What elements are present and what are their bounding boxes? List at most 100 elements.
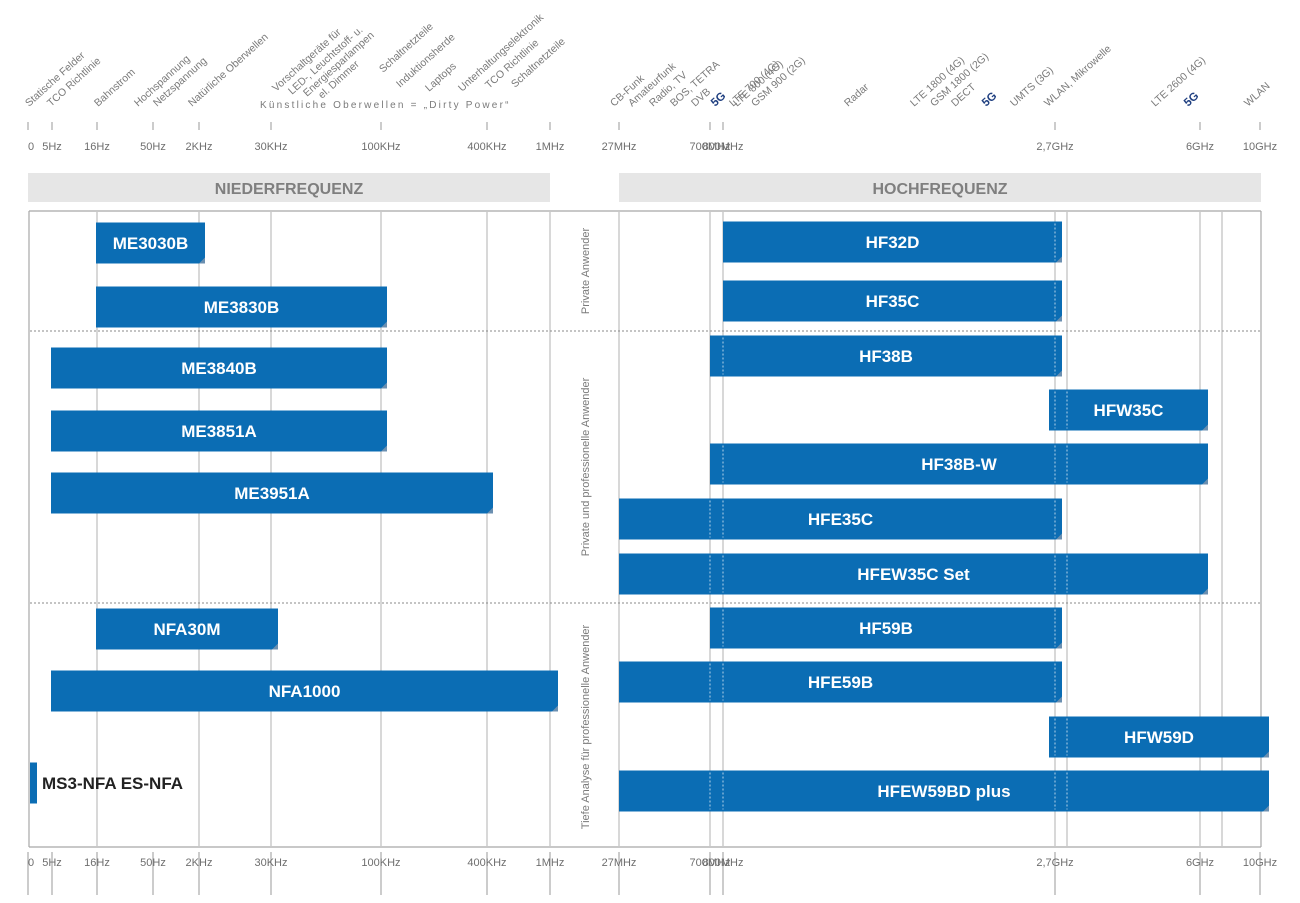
bar-fold-corner [1056,256,1062,263]
group-label-tiefe-analyse-f-r-professionelle-anwender: Tiefe Analyse für professionelle Anwende… [580,624,592,829]
bottom-tick-2-7ghz: 2,7GHz [1036,857,1073,869]
product-bar-me3840b[interactable]: ME3840B [51,347,387,389]
bar-fold-corner [1202,478,1208,485]
product-bar-hf35c[interactable]: HF35C [723,280,1062,322]
top-tick-10ghz: 10GHz [1243,141,1277,153]
bottom-tick-800mhz: 800MHz [703,857,744,869]
product-bar-hf32d[interactable]: HF32D [723,221,1062,263]
product-bar-nfa30m[interactable]: NFA30M [96,608,278,650]
bar-fold-corner [1202,424,1208,431]
bar-fold-corner [1202,588,1208,595]
top-tick-30khz: 30KHz [254,141,287,153]
bar-rect [51,472,493,514]
bar-fold-corner [1056,315,1062,322]
bar-rect [619,498,1062,540]
bar-rect [1049,389,1208,431]
annotation-5g: 5G [1182,90,1201,109]
top-tick-100khz: 100KHz [361,141,400,153]
bar-label-nfa30m: NFA30M [153,620,220,639]
top-tick-16hz: 16Hz [84,141,110,153]
top-tick-6ghz: 6GHz [1186,141,1214,153]
bar-fold-corner [381,445,387,452]
bar-rect [619,553,1208,595]
bar-rect [96,222,205,264]
top-tick-2khz: 2KHz [186,141,213,153]
bar-fold-corner [381,382,387,389]
bar-rect [1049,716,1269,758]
annotation-bahnstrom: Bahnstrom [92,66,138,109]
top-tick-27mhz: 27MHz [602,141,637,153]
product-bar-hfe35c[interactable]: HFE35C [619,498,1062,540]
bar-label-nfa1000: NFA1000 [269,682,341,701]
bottom-tick-30khz: 30KHz [254,857,287,869]
bar-rect [619,661,1062,703]
bar-fold-corner [487,507,493,514]
product-bar-hfw35c[interactable]: HFW35C [1049,389,1208,431]
bottom-tick-10ghz: 10GHz [1243,857,1277,869]
bar-fold-corner [1263,751,1269,758]
product-bar-hfew35c-set[interactable]: HFEW35C Set [619,553,1208,595]
product-bar-hfew59bd-plus[interactable]: HFEW59BD plus [619,770,1269,812]
bar-label-me3840b: ME3840B [181,359,257,378]
product-bar-me3030b[interactable]: ME3030B [96,222,205,264]
bar-rect [710,607,1062,649]
bar-fold-corner [552,705,558,712]
top-tick-400khz: 400KHz [467,141,506,153]
group-label-private-anwender: Private Anwender [580,228,592,315]
bar-label-hfw35c: HFW35C [1094,401,1164,420]
bar-rect [710,443,1208,485]
section-title-nf: NIEDERFREQUENZ [215,181,364,198]
bar-fold-corner [1056,533,1062,540]
product-bar-ms3-nfa-es-nfa[interactable]: MS3-NFA ES-NFA [30,762,183,804]
product-bar-me3830b[interactable]: ME3830B [96,286,387,328]
bar-rect [96,286,387,328]
section-header-hf [619,173,1261,202]
bar-label-hfe59b: HFE59B [808,673,873,692]
annotation-wlan: WLAN [1242,80,1273,109]
user-group-labels: Private Anwender Private und professionel… [580,228,592,830]
bottom-tick-700mhz: 700MHz [690,857,731,869]
bar-label-ms3-nfa-es-nfa: MS3-NFA ES-NFA [42,774,183,793]
bar-rect [723,221,1062,263]
bar-label-hf38b-w: HF38B-W [921,455,998,474]
top-tick-2-7ghz: 2,7GHz [1036,141,1073,153]
bar-label-hf59b: HF59B [859,619,913,638]
product-bar-hfe59b[interactable]: HFE59B [619,661,1062,703]
bar-label-hf32d: HF32D [866,233,920,252]
bar-label-hfe35c: HFE35C [808,510,873,529]
section-headers: NIEDERFREQUENZ HOCHFREQUENZ [28,173,1261,202]
bar-rect [51,347,387,389]
product-bar-me3851a[interactable]: ME3851A [51,410,387,452]
section-title-hf: HOCHFREQUENZ [872,181,1007,198]
bar-label-hf35c: HF35C [866,292,920,311]
bar-rect [96,608,278,650]
bottom-tick-0: 0 [28,857,34,869]
bar-label-hfw59d: HFW59D [1124,728,1194,747]
product-bar-me3951a[interactable]: ME3951A [51,472,493,514]
bottom-tick-27mhz: 27MHz [602,857,637,869]
bottom-tick-2khz: 2KHz [186,857,213,869]
bottom-tick-6ghz: 6GHz [1186,857,1214,869]
annotation-lte-2600-4g: LTE 2600 (4G) [1149,54,1208,109]
bar-rect [723,280,1062,322]
product-bar-hfw59d[interactable]: HFW59D [1049,716,1269,758]
bar-label-me3951a: ME3951A [234,484,310,503]
product-bars: ME3030B ME3830B ME3840B ME3851A ME3951A NFA30… [30,221,1269,812]
product-bar-hf59b[interactable]: HF59B [710,607,1062,649]
section-header-nf [28,173,550,202]
top-tick-1mhz: 1MHz [536,141,565,153]
product-bar-hf38b[interactable]: HF38B [710,335,1062,377]
product-bar-nfa1000[interactable]: NFA1000 [51,670,558,712]
bar-label-me3030b: ME3030B [113,234,189,253]
bar-rect [51,410,387,452]
bottom-tick-16hz: 16Hz [84,857,110,869]
annotation-5g: 5G [980,90,999,109]
top-tick-700mhz: 700MHz [690,141,731,153]
bottom-tick-50hz: 50Hz [140,857,166,869]
bar-fold-corner [272,643,278,650]
bar-rect [30,762,37,804]
product-bar-hf38b-w[interactable]: HF38B-W [710,443,1208,485]
bar-fold-corner [1056,696,1062,703]
